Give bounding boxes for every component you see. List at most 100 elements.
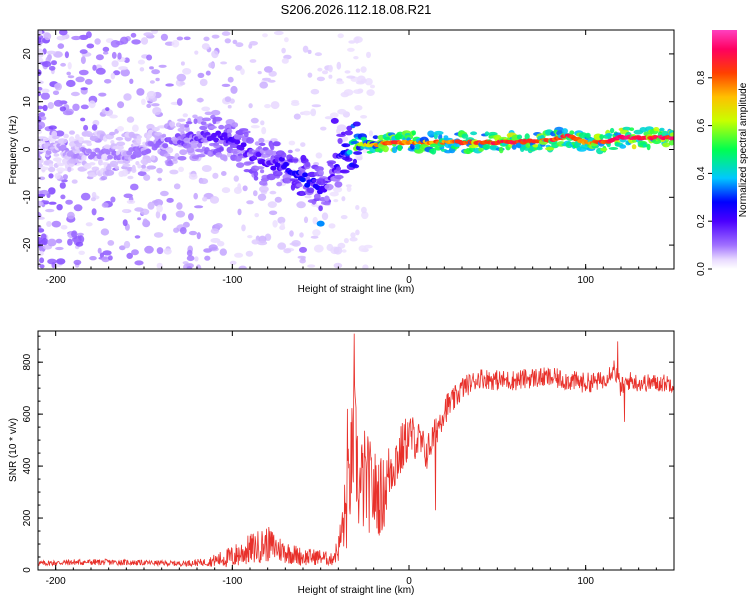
spectrogram-noise-blob <box>152 200 159 204</box>
spectrogram-noise-blob <box>126 199 136 204</box>
x-tick-label: 100 <box>577 275 594 286</box>
spectrogram-noise-blob <box>290 101 300 106</box>
spectrogram-noise-blob <box>366 89 375 96</box>
spectrogram-halo-blob <box>146 165 157 170</box>
spectrogram-noise-blob <box>194 50 199 55</box>
spectrogram-noise-blob <box>40 116 47 121</box>
spectrogram-noise-blob <box>320 126 327 131</box>
spectrogram-halo-blob <box>253 175 259 181</box>
spectrogram-noise-blob <box>137 59 145 65</box>
spectrogram-noise-blob <box>41 88 50 94</box>
spectrogram-noise-blob <box>94 38 101 45</box>
spectrogram-noise-blob <box>246 200 254 205</box>
spectrogram-noise-blob <box>134 235 141 239</box>
spectrogram-noise-blob <box>103 51 109 55</box>
spectrogram-noise-blob <box>329 191 339 197</box>
spectrogram-halo-blob <box>48 166 56 173</box>
spectrogram-noise-blob <box>38 48 43 52</box>
spectrogram-noise-blob <box>72 103 80 112</box>
spectrogram-noise-blob <box>56 204 63 211</box>
spectrogram-halo-blob <box>57 138 68 144</box>
spectrogram-noise-blob <box>64 51 69 59</box>
spectrogram-noise-blob <box>38 91 42 97</box>
spectrogram-halo-blob <box>306 187 315 194</box>
colorbar: 0.0 0.2 0.4 0.6 0.8 Normalized spectral ampl… <box>696 30 749 276</box>
spectrogram-noise-blob <box>71 179 78 184</box>
spectrogram-halo-blob <box>524 133 530 140</box>
spectrogram-halo-blob <box>208 125 217 129</box>
spectrogram-noise-blob <box>130 32 137 38</box>
spectrogram-halo-blob <box>669 132 674 137</box>
spectrogram-noise-blob <box>248 103 253 109</box>
spectrogram-halo-blob <box>151 127 160 132</box>
spectrogram-noise-blob <box>55 246 64 251</box>
spectrogram-halo-blob <box>231 122 239 128</box>
spectrogram-halo-blob <box>114 165 120 170</box>
spectrogram-noise-blob <box>147 201 155 210</box>
spectrogram-noise-blob <box>344 70 351 74</box>
spectrogram-noise-blob <box>119 245 126 251</box>
spectrogram-noise-blob <box>127 175 134 180</box>
spectrogram-noise-blob <box>131 249 139 256</box>
spectrogram-noise-blob <box>130 183 139 191</box>
spectrogram-noise-blob <box>47 258 57 265</box>
spectrogram-halo-blob <box>360 146 366 150</box>
spectrogram-noise-blob <box>80 117 86 122</box>
spectrogram-marks <box>38 30 674 269</box>
spectrogram-noise-blob <box>110 40 120 48</box>
spectrogram-noise-blob <box>48 187 56 195</box>
spectrogram-halo-blob <box>646 143 651 151</box>
spectrogram-noise-blob <box>361 206 367 214</box>
spectrogram-noise-blob <box>95 67 106 75</box>
spectrogram-noise-blob <box>173 227 180 233</box>
spectrogram-noise-blob <box>85 222 93 227</box>
spectrogram-noise-blob <box>237 208 242 216</box>
y-tick-label: 600 <box>22 405 33 422</box>
spectrogram-noise-blob <box>126 252 133 259</box>
spectrogram-noise-blob <box>221 171 227 176</box>
spectrogram-noise-blob <box>232 39 238 45</box>
spectrogram-halo-blob <box>287 149 293 154</box>
spectrogram-noise-blob <box>67 75 75 79</box>
spectrogram-noise-blob <box>38 80 44 85</box>
spectrogram-ridge-blob <box>283 161 289 167</box>
spectrogram-halo-blob <box>478 146 484 152</box>
spectrogram-noise-blob <box>47 102 54 109</box>
spectrogram-noise-blob <box>38 200 44 207</box>
spectrogram-noise-blob <box>84 78 93 85</box>
spectrogram-noise-blob <box>149 80 155 84</box>
spectrogram-noise-blob <box>59 30 68 36</box>
spectrogram-noise-blob <box>219 248 227 256</box>
spectrogram-noise-blob <box>151 69 161 75</box>
spectrogram-noise-blob <box>91 191 97 199</box>
colorbar-tick-label: 0.8 <box>696 70 707 84</box>
spectrogram-halo-blob <box>609 127 615 134</box>
spectrogram-noise-blob <box>80 104 89 110</box>
spectrogram-noise-blob <box>217 240 225 247</box>
spectrogram-noise-blob <box>366 51 371 59</box>
spectrogram-noise-blob <box>59 182 66 189</box>
spectrogram-noise-blob <box>293 113 301 120</box>
y-tick-label: 20 <box>22 48 33 60</box>
spectrogram-noise-blob <box>126 116 135 123</box>
spectrogram-noise-blob <box>346 186 352 192</box>
spectrogram-noise-blob <box>199 78 208 87</box>
y-tick-label: 0 <box>22 567 33 573</box>
spectrogram-halo-blob <box>81 154 87 162</box>
spectrogram-noise-blob <box>38 193 46 198</box>
spectrogram-noise-blob <box>110 196 116 203</box>
spectrogram-ridge-blob <box>240 142 247 148</box>
spectrogram-noise-blob <box>212 172 219 179</box>
spectrogram-noise-blob <box>224 96 232 103</box>
spectrogram-halo-blob <box>167 160 174 165</box>
spectrogram-noise-blob <box>300 142 306 148</box>
spectrogram-halo-blob <box>56 167 66 172</box>
spectrogram-noise-blob <box>259 81 269 89</box>
spectrogram-noise-blob <box>304 195 312 199</box>
spectrogram-noise-blob <box>38 236 43 244</box>
spectrogram-halo-blob <box>270 150 278 156</box>
spectrogram-noise-blob <box>42 104 48 112</box>
spectrogram-noise-blob <box>188 213 194 221</box>
spectrogram-noise-blob <box>146 54 153 61</box>
